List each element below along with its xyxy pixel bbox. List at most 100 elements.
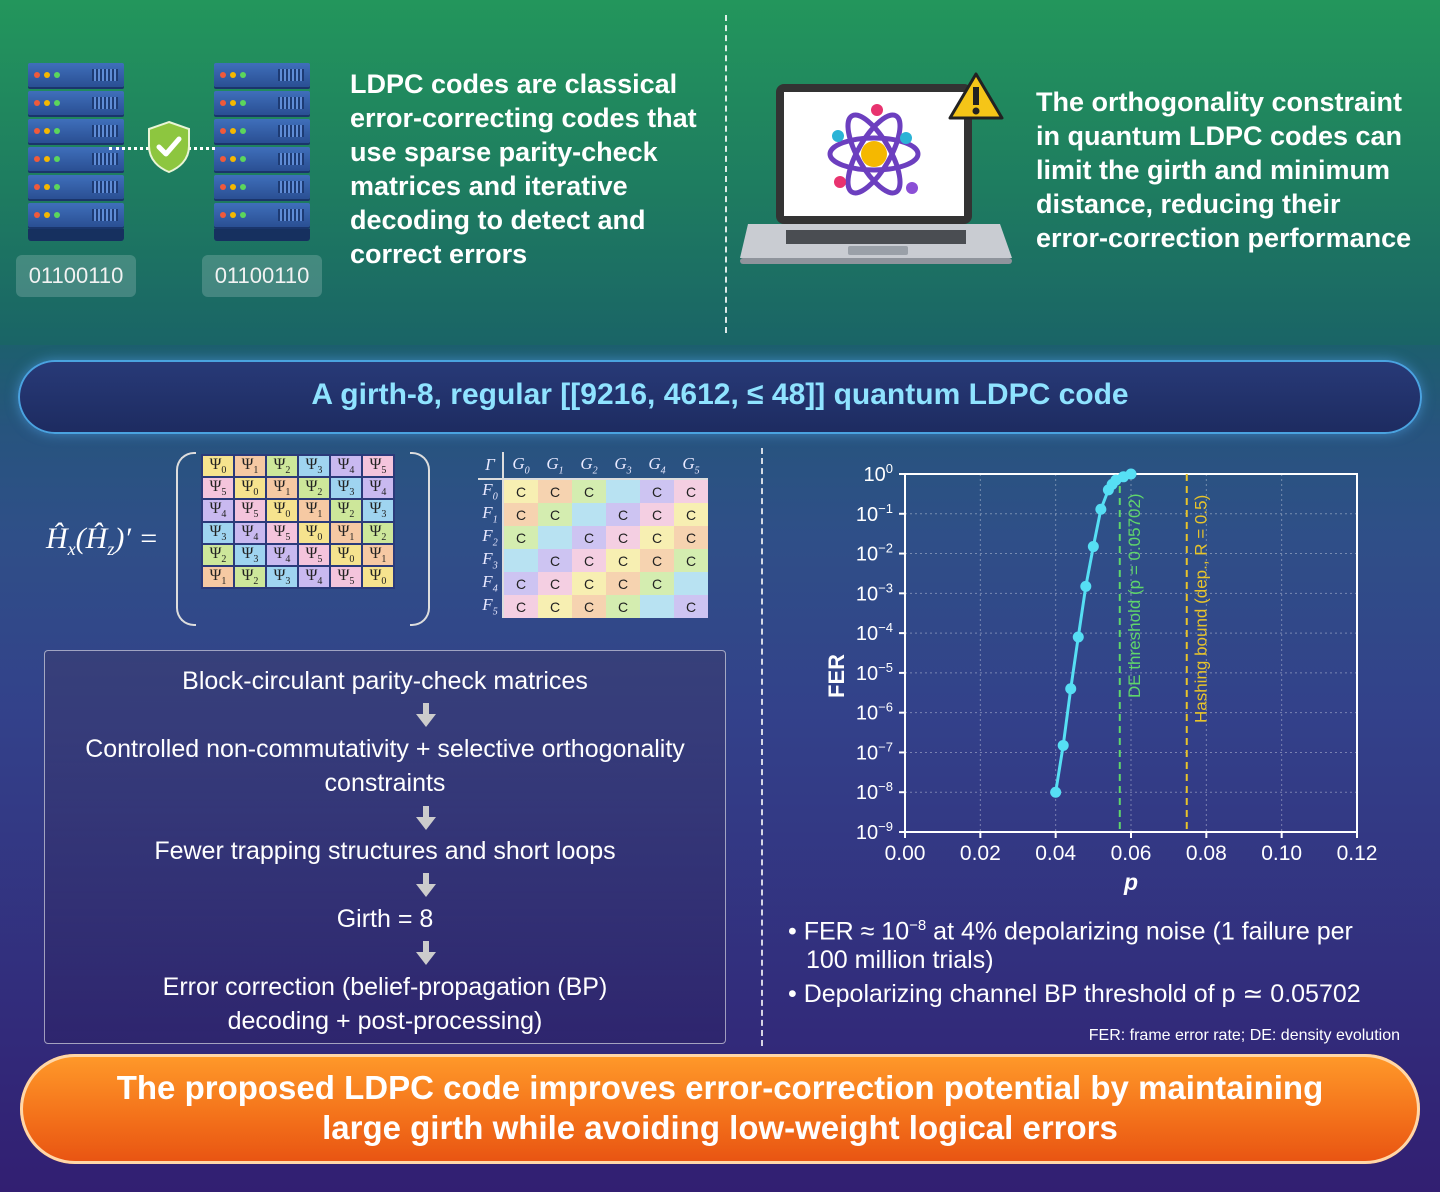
psi-cell: Ψ4 <box>265 542 299 567</box>
psi-cell: Ψ5 <box>361 453 395 479</box>
ortho-line: in quantum LDPC codes can <box>1036 121 1403 151</box>
server-unit <box>214 147 310 171</box>
laptop-atom-icon <box>740 72 1012 264</box>
psi-cell: Ψ0 <box>361 564 395 590</box>
ldpc-line: LDPC codes are classical <box>350 69 678 99</box>
gamma-row-header: F2 <box>478 526 504 549</box>
server-unit <box>28 175 124 199</box>
data-point <box>1095 503 1107 515</box>
gamma-row-header: F0 <box>478 479 504 503</box>
server-unit <box>214 91 310 115</box>
psi-cell: Ψ0 <box>297 520 331 545</box>
psi-cell: Ψ1 <box>297 498 331 523</box>
code-title: A girth-8, regular [[9216, 4612, ≤ 48]] … <box>311 378 1129 411</box>
right-paren <box>410 452 430 626</box>
vline-label: Hashing bound (dep., R = 0.5) <box>1192 495 1211 723</box>
gamma-col-header: G0 <box>503 452 538 480</box>
gamma-cell: C <box>572 549 606 572</box>
x-axis-label: p <box>1123 869 1138 895</box>
gamma-cell: C <box>674 479 708 503</box>
gamma-cell <box>572 503 606 526</box>
conclusion-banner: The proposed LDPC code improves error-co… <box>20 1054 1420 1164</box>
gamma-cell: C <box>640 503 674 526</box>
gamma-cell: C <box>606 572 640 595</box>
ortho-line: limit the girth and minimum <box>1036 155 1391 185</box>
title-banner: A girth-8, regular [[9216, 4612, ≤ 48]] … <box>18 360 1422 434</box>
psi-cell: Ψ5 <box>265 520 299 545</box>
server-unit <box>214 119 310 143</box>
y-tick-label: 10−6 <box>856 700 893 725</box>
server-unit <box>28 63 124 87</box>
x-tick-label: 0.00 <box>885 842 926 865</box>
ldpc-line: error-correcting codes that <box>350 103 697 133</box>
server-unit <box>28 203 124 227</box>
gamma-cell <box>606 479 640 503</box>
psi-cell: Ψ4 <box>361 476 395 501</box>
gamma-cell: C <box>640 549 674 572</box>
gamma-col-header: G2 <box>572 452 606 480</box>
flow-step-5b: decoding + post-processing) <box>227 1007 543 1035</box>
flow-step-4: Girth = 8 <box>336 905 434 933</box>
gamma-cell: C <box>572 526 606 549</box>
ortho-line: The orthogonality constraint <box>1036 87 1403 117</box>
bits-label-right: 01100110 <box>202 255 322 297</box>
gamma-cell: C <box>572 595 606 618</box>
ldpc-line: use sparse parity-check <box>350 137 658 167</box>
psi-cell: Ψ5 <box>233 498 267 523</box>
orthogonality-description: The orthogonality constraint in quantum … <box>1036 85 1411 255</box>
gamma-cell: C <box>538 503 572 526</box>
bullet-1-cont: 100 million trials) <box>806 946 994 974</box>
gamma-cell: C <box>503 526 538 549</box>
psi-cell: Ψ3 <box>265 564 299 590</box>
flow-step-5a: Error correction (belief-propagation (BP… <box>162 973 608 1001</box>
gamma-cell: C <box>606 595 640 618</box>
psi-cell: Ψ3 <box>361 498 395 523</box>
vline-label: DE threshold (p = 0.05702) <box>1125 493 1144 698</box>
server-rack-left <box>28 63 124 241</box>
flow-step-1: Block-circulant parity-check matrices <box>182 667 588 695</box>
gamma-cell: C <box>674 503 708 526</box>
gamma-row-header: F3 <box>478 549 504 572</box>
psi-cell: Ψ5 <box>329 564 363 590</box>
server-unit <box>28 91 124 115</box>
data-point <box>1087 541 1099 553</box>
x-tick-label: 0.06 <box>1111 842 1152 865</box>
middle-divider <box>761 448 763 1046</box>
y-tick-label: 10−4 <box>856 620 893 645</box>
gamma-cell: C <box>503 595 538 618</box>
psi-cell: Ψ3 <box>329 476 363 501</box>
psi-cell: Ψ4 <box>233 520 267 545</box>
gamma-cell: C <box>503 572 538 595</box>
gamma-cell: C <box>606 503 640 526</box>
ldpc-description: LDPC codes are classical error-correctin… <box>350 67 697 271</box>
ortho-line: distance, reducing their <box>1036 189 1341 219</box>
top-divider <box>725 15 727 333</box>
y-tick-label: 10−1 <box>856 501 893 526</box>
arrow-down-icon <box>416 703 436 727</box>
data-point <box>1072 631 1084 643</box>
gamma-row-header: F4 <box>478 572 504 595</box>
bullet-2: • Depolarizing channel BP threshold of p… <box>788 980 1361 1008</box>
y-axis-label: FER <box>824 654 849 698</box>
x-tick-label: 0.10 <box>1261 842 1302 865</box>
psi-cell: Ψ3 <box>233 542 267 567</box>
psi-matrix: Ψ0 Ψ1 Ψ2 Ψ3 Ψ4 Ψ5 Ψ5 Ψ0 Ψ1 Ψ2 Ψ3 Ψ4 Ψ4 Ψ5 Ψ0 Ψ1 Ψ2 Ψ3 Ψ3 Ψ4… <box>201 453 395 590</box>
psi-cell: Ψ1 <box>329 520 363 545</box>
ortho-line: error-correction performance <box>1036 223 1412 253</box>
bullet-1: • FER ≈ 10−8 at 4% depolarizing noise (1… <box>788 909 1353 948</box>
psi-cell: Ψ1 <box>233 453 267 479</box>
psi-cell: Ψ0 <box>329 542 363 567</box>
y-tick-label: 10−8 <box>856 779 893 804</box>
psi-cell: Ψ0 <box>265 498 299 523</box>
psi-cell: Ψ3 <box>297 453 331 479</box>
flow-step-3: Fewer trapping structures and short loop… <box>154 837 616 865</box>
data-point <box>1050 786 1062 798</box>
psi-cell: Ψ5 <box>201 476 235 501</box>
psi-cell: Ψ2 <box>361 520 395 545</box>
psi-cell: Ψ1 <box>265 476 299 501</box>
gamma-cell: C <box>503 503 538 526</box>
ldpc-line: correct errors <box>350 239 528 269</box>
server-unit <box>28 147 124 171</box>
arrow-down-icon <box>416 806 436 830</box>
x-tick-label: 0.02 <box>960 842 1001 865</box>
